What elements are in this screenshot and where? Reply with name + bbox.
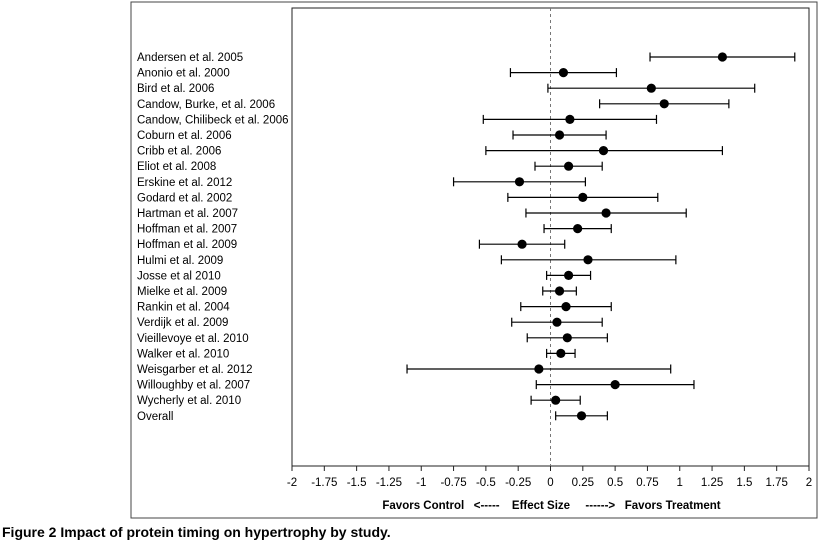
x-tick-label: -1 bbox=[416, 477, 426, 489]
x-tick-label: -0.5 bbox=[476, 477, 496, 489]
study-label: Godard et al. 2002 bbox=[137, 192, 232, 204]
caption-number: Figure 2 bbox=[2, 524, 57, 540]
effect-size-point bbox=[534, 364, 544, 374]
study-label: Hoffman et al. 2007 bbox=[137, 224, 237, 236]
effect-size-point bbox=[646, 83, 656, 93]
study-label: Verdijk et al. 2009 bbox=[137, 317, 228, 329]
x-tick-label: 1 bbox=[677, 477, 683, 489]
effect-size-point bbox=[573, 224, 583, 234]
study-label: Overall bbox=[137, 411, 173, 423]
effect-size-point bbox=[554, 130, 565, 140]
x-axis-label-favors-control: Favors Control <----- bbox=[382, 500, 499, 512]
x-tick-label: -0.25 bbox=[505, 477, 531, 489]
effect-size-point bbox=[558, 68, 569, 78]
effect-size-point bbox=[576, 411, 587, 421]
study-label: Walker et al. 2010 bbox=[137, 348, 229, 360]
study-label: Hoffman et al. 2009 bbox=[137, 239, 237, 251]
effect-size-point bbox=[561, 302, 571, 312]
study-label: Erskine et al. 2012 bbox=[137, 177, 232, 189]
outer-frame bbox=[130, 1, 818, 519]
effect-size-point bbox=[659, 99, 669, 109]
x-tick-label: 1.75 bbox=[765, 477, 787, 489]
effect-size-point bbox=[556, 348, 566, 358]
study-label: Candow, Chilibeck et al. 2006 bbox=[137, 114, 289, 126]
x-tick-label: -2 bbox=[287, 477, 297, 489]
effect-size-point bbox=[610, 380, 620, 390]
study-label: Josse et al 2010 bbox=[137, 270, 221, 282]
forest-plot: Andersen et al. 2005 Anonio et al. 2000 Bi… bbox=[130, 1, 818, 519]
study-label: Eliot et al. 2008 bbox=[137, 161, 216, 173]
effect-size-point bbox=[717, 52, 728, 62]
x-tick-label: -1.25 bbox=[376, 477, 402, 489]
effect-size-point bbox=[517, 239, 527, 249]
study-label: Vieillevoye et al. 2010 bbox=[137, 333, 249, 345]
study-label: Bird et al. 2006 bbox=[137, 83, 214, 95]
effect-size-point bbox=[563, 161, 574, 171]
x-tick-label: 0 bbox=[547, 477, 553, 489]
effect-size-point bbox=[562, 333, 572, 343]
effect-size-point bbox=[565, 114, 575, 124]
study-label: Hulmi et al. 2009 bbox=[137, 255, 223, 267]
study-label: Wycherly et al. 2010 bbox=[137, 395, 241, 407]
x-tick-label: 1.5 bbox=[736, 477, 752, 489]
x-tick-label: -1.5 bbox=[347, 477, 367, 489]
effect-size-point bbox=[578, 192, 588, 202]
effect-size-point bbox=[551, 395, 561, 405]
x-tick-label: 0.75 bbox=[636, 477, 658, 489]
x-tick-label: 0.25 bbox=[572, 477, 594, 489]
x-tick-label: -0.75 bbox=[440, 477, 466, 489]
study-label: Cribb et al. 2006 bbox=[137, 146, 221, 158]
x-axis-label-effect-size: Effect Size bbox=[512, 500, 570, 512]
study-label: Willoughby et al. 2007 bbox=[137, 380, 250, 392]
study-label: Candow, Burke, et al. 2006 bbox=[137, 99, 275, 111]
effect-size-point bbox=[601, 208, 611, 218]
caption-text: Impact of protein timing on hypertrophy … bbox=[60, 524, 391, 540]
x-tick-label: 1.25 bbox=[701, 477, 723, 489]
effect-size-point bbox=[583, 255, 593, 265]
x-axis-label-favors-treatment: ------> Favors Treatment bbox=[585, 500, 720, 512]
effect-size-point bbox=[598, 146, 609, 156]
study-label: Mielke et al. 2009 bbox=[137, 286, 227, 298]
x-tick-label: 0.5 bbox=[607, 477, 623, 489]
study-label: Coburn et al. 2006 bbox=[137, 130, 232, 142]
effect-size-point bbox=[552, 317, 562, 327]
effect-size-point bbox=[514, 177, 525, 187]
study-label: Andersen et al. 2005 bbox=[137, 52, 243, 64]
study-label: Rankin et al. 2004 bbox=[137, 302, 230, 314]
effect-size-point bbox=[563, 270, 574, 280]
figure-caption: Figure 2 Impact of protein timing on hyp… bbox=[2, 524, 391, 540]
x-tick-label: 2 bbox=[806, 477, 812, 489]
effect-size-point bbox=[554, 286, 565, 296]
study-label: Weisgarber et al. 2012 bbox=[137, 364, 253, 376]
study-label: Anonio et al. 2000 bbox=[137, 68, 230, 80]
study-label: Hartman et al. 2007 bbox=[137, 208, 238, 220]
x-tick-label: -1.75 bbox=[311, 477, 337, 489]
